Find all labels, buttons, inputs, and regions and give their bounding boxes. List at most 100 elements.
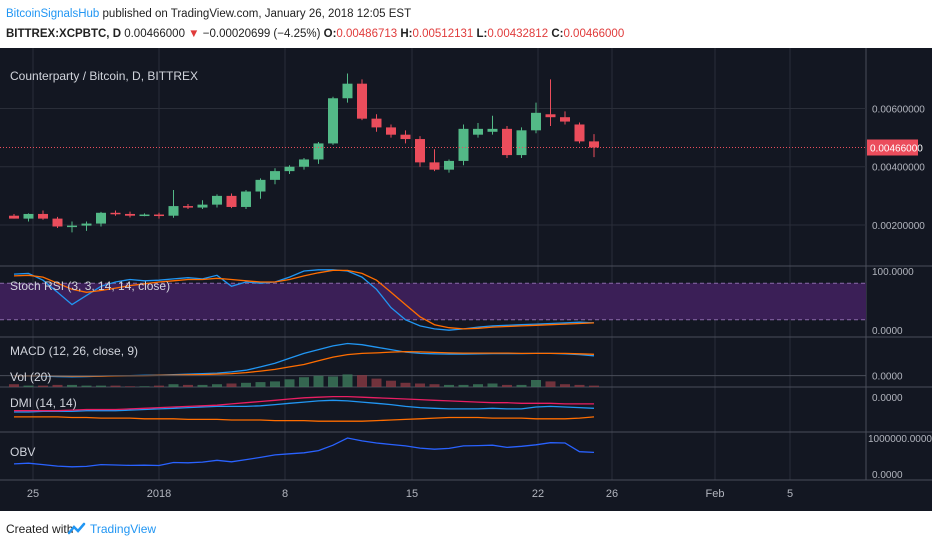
candle — [560, 117, 570, 122]
x-axis-label: 15 — [406, 488, 418, 500]
volume-bar — [589, 385, 599, 387]
x-axis-label: 26 — [606, 488, 618, 500]
volume-title: Vol (20) — [10, 370, 51, 384]
last-price-badge — [867, 139, 918, 156]
candle — [342, 83, 353, 99]
macd-tick-label: 0.0000 — [872, 372, 903, 383]
low-value: 0.00432812 — [487, 28, 549, 40]
x-axis-label: 22 — [532, 488, 544, 500]
volume-bar — [110, 385, 121, 387]
dmi-tick-label: 0.0000 — [872, 393, 903, 404]
last-price-label: 0.00466000 — [870, 144, 923, 155]
volume-bar — [386, 380, 396, 387]
volume-bar — [67, 384, 77, 387]
volume-bar — [284, 379, 295, 387]
stoch-tick-label: 100.0000 — [872, 267, 914, 278]
volume-bar — [299, 377, 309, 387]
volume-bar — [531, 380, 541, 387]
volume-bar — [183, 384, 193, 387]
volume-bar — [357, 375, 367, 387]
volume-bar — [139, 386, 150, 387]
volume-bar — [154, 385, 164, 387]
volume-bar — [52, 384, 63, 387]
low-label: L: — [476, 28, 488, 40]
chart-panel[interactable]: 0.00200000 0.00400000 0.00600000 0.00466000… — [0, 48, 932, 511]
series-line — [14, 399, 595, 413]
candle — [241, 191, 251, 207]
volume-bar — [545, 381, 556, 387]
candle — [589, 141, 599, 148]
volume-bar — [415, 383, 425, 387]
candle — [81, 223, 92, 226]
series-line — [14, 395, 594, 412]
symbol-line: BITTREX:XCPBTC, D 0.00466000 ▼ −0.000206… — [6, 28, 624, 40]
candle — [139, 214, 150, 217]
candle — [96, 212, 106, 224]
series-line — [13, 269, 595, 330]
candle — [328, 98, 338, 144]
candle — [226, 195, 237, 207]
last-price: 0.00466000 — [124, 28, 185, 40]
candle — [444, 160, 454, 170]
candle — [52, 218, 63, 227]
volume-bar — [270, 381, 280, 387]
volume-bar — [487, 383, 498, 387]
close-label: C: — [551, 28, 564, 40]
author-link[interactable]: BitcoinSignalsHub — [6, 8, 100, 20]
candle — [313, 143, 324, 160]
candle — [23, 213, 34, 219]
volume-bar — [313, 375, 324, 387]
volume-bar — [23, 385, 34, 387]
x-axis-label: 8 — [282, 488, 288, 500]
open-value: 0.00486713 — [336, 28, 398, 40]
dmi-title: DMI (14, 14) — [10, 396, 77, 410]
series-line — [13, 269, 595, 331]
candle — [125, 213, 135, 216]
volume-bar — [81, 385, 92, 387]
chart-canvas[interactable]: 0.00200000 0.00400000 0.00600000 0.00466000… — [0, 48, 932, 511]
candle — [299, 159, 309, 167]
volume-bar — [212, 384, 222, 387]
volume-bar — [328, 376, 338, 387]
volume-bar — [516, 384, 527, 387]
macd-title: MACD (12, 26, close, 9) — [10, 344, 138, 358]
candle — [212, 195, 222, 205]
tradingview-logo-icon — [68, 522, 86, 535]
candle — [168, 206, 179, 216]
obv-tick-label: 1000000.0000 — [868, 434, 932, 445]
candle — [545, 114, 556, 118]
volume-bar — [371, 378, 382, 387]
volume-bar — [502, 384, 512, 387]
candle — [67, 225, 77, 228]
price-pane-title: Counterparty / Bitcoin, D, BITTREX — [10, 69, 198, 83]
volume-bar — [458, 384, 469, 387]
candle — [516, 130, 527, 156]
candle — [183, 206, 193, 208]
volume-bar — [560, 384, 570, 387]
candle — [110, 212, 121, 215]
x-axis-label: 2018 — [147, 488, 171, 500]
candle — [197, 204, 208, 208]
volume-bar — [197, 384, 208, 387]
volume-bar — [574, 384, 585, 387]
candle — [9, 215, 19, 219]
volume-bar — [473, 384, 483, 387]
created-with-text: Created with — [6, 522, 74, 536]
stoch-tick-label: 0.0000 — [872, 326, 903, 337]
volume-bar — [444, 384, 454, 387]
open-label: O: — [323, 28, 337, 40]
x-axis-label: 5 — [787, 488, 793, 500]
volume-bar — [342, 374, 353, 387]
candle — [574, 124, 585, 142]
publish-info: published on TradingView.com, January 26… — [99, 8, 412, 20]
symbol-name: BITTREX:XCPBTC, D — [6, 28, 121, 40]
volume-bar — [429, 384, 440, 387]
volume-bar — [400, 382, 411, 387]
candle — [255, 179, 266, 192]
tradingview-brand[interactable]: TradingView — [90, 522, 157, 536]
publish-line: BitcoinSignalsHub published on TradingVi… — [6, 8, 411, 20]
price-tick-label: 0.00600000 — [872, 104, 925, 115]
stoch-rsi-title: Stoch RSI (3, 3, 14, 14, close) — [10, 279, 170, 293]
high-label: H: — [400, 28, 413, 40]
candle — [429, 162, 440, 170]
